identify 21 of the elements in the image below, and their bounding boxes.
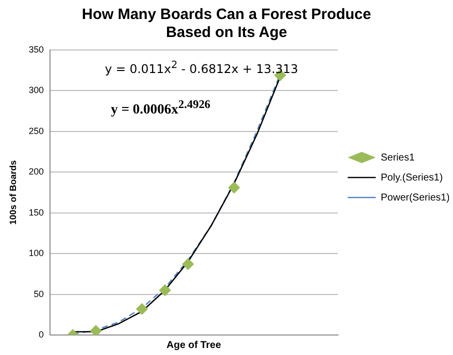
legend-label: Poly.(Series1)	[380, 172, 443, 184]
y-tick-label: 100	[28, 248, 44, 258]
y-tick-label: 350	[28, 44, 44, 54]
annotation: y = 0.0006x$^{2.4926}$	[110, 98, 210, 119]
legend-label: Power(Series1)	[380, 192, 450, 204]
point	[136, 302, 148, 315]
x-axis-title: Age of Tree	[166, 340, 222, 351]
point	[228, 182, 240, 194]
annotation: y = 0.011x$^{2}$ - 0.6812x + 13.313	[104, 60, 298, 76]
point	[182, 258, 194, 270]
point	[90, 324, 102, 335]
y-tick-label: 250	[28, 126, 44, 136]
y-tick-label: 200	[28, 166, 44, 177]
y-tick-label: 50	[34, 288, 44, 299]
point	[158, 284, 171, 296]
legend-label: Series1	[380, 152, 416, 164]
y-tick-label: 0	[38, 329, 44, 340]
y-tick-label: 150	[28, 207, 44, 218]
chart-title: How Many Boards Can a Forest Produce Based on Its Age	[82, 6, 372, 42]
y-axis-title: 100s of Boards	[8, 160, 18, 225]
y-tick-label: 300	[28, 85, 44, 96]
